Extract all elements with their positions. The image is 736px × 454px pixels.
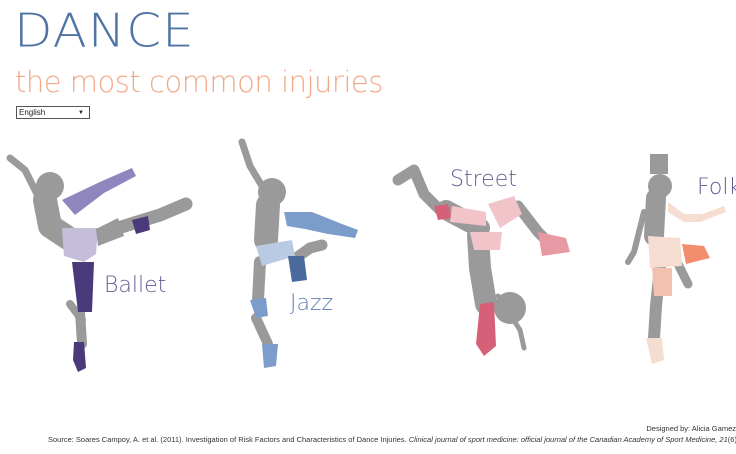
street-label: Street bbox=[450, 167, 517, 192]
folk-injury-thigh bbox=[652, 268, 672, 296]
jazz-injury-shin bbox=[250, 298, 268, 318]
source-issue: (6) bbox=[727, 435, 736, 444]
folk-injury-knee bbox=[682, 244, 710, 264]
folk-dancer: Folk bbox=[625, 154, 736, 364]
street-injury-upper-thigh bbox=[488, 196, 522, 228]
ballet-injury-knee-right bbox=[132, 216, 150, 234]
page-subtitle: the most common injuries bbox=[15, 65, 383, 99]
street-injury-hip bbox=[470, 232, 502, 250]
source-journal: Clinical journal of sport medicine: offi… bbox=[408, 435, 728, 444]
street-injury-knee bbox=[434, 204, 452, 220]
ballet-silhouette bbox=[6, 154, 193, 349]
triangle-down-icon: ▼ bbox=[78, 109, 84, 116]
ballet-injury-thigh-upper bbox=[96, 218, 124, 246]
ballet-injury-lower-leg bbox=[72, 262, 94, 312]
street-dancer: Street bbox=[392, 164, 570, 356]
language-dropdown[interactable]: English ▼ bbox=[16, 106, 90, 119]
folk-injury-arm bbox=[668, 202, 726, 222]
ballet-injury-shoulder-arm bbox=[62, 168, 136, 215]
jazz-injury-foot bbox=[262, 344, 278, 368]
jazz-label: Jazz bbox=[290, 291, 333, 316]
folk-label: Folk bbox=[697, 175, 736, 200]
ballet-injury-foot bbox=[73, 342, 86, 372]
source-citation: Source: Soares Campoy, A. et al. (2011).… bbox=[48, 435, 736, 444]
page-title: DANCE bbox=[14, 4, 195, 58]
source-prefix: Source: Soares Campoy, A. et al. (2011).… bbox=[48, 435, 409, 444]
jazz-injury-arm bbox=[284, 212, 358, 238]
jazz-injury-knee bbox=[288, 256, 307, 282]
folk-injury-hip bbox=[648, 236, 682, 268]
jazz-silhouette bbox=[238, 138, 328, 349]
ballet-dancer: Ballet bbox=[6, 154, 193, 372]
street-silhouette bbox=[392, 164, 554, 351]
street-injury-thigh bbox=[450, 206, 486, 226]
street-injury-foot bbox=[538, 232, 570, 256]
jazz-dancer: Jazz bbox=[238, 138, 358, 368]
ballet-injury-hip bbox=[62, 228, 98, 262]
street-injury-arm bbox=[476, 302, 496, 356]
ballet-label: Ballet bbox=[104, 273, 166, 298]
designer-credit: Designed by: Alicia Gamez bbox=[646, 424, 736, 433]
jazz-injury-hip bbox=[256, 240, 295, 266]
language-dropdown-value: English bbox=[19, 108, 46, 117]
folk-injury-foot bbox=[646, 338, 664, 364]
